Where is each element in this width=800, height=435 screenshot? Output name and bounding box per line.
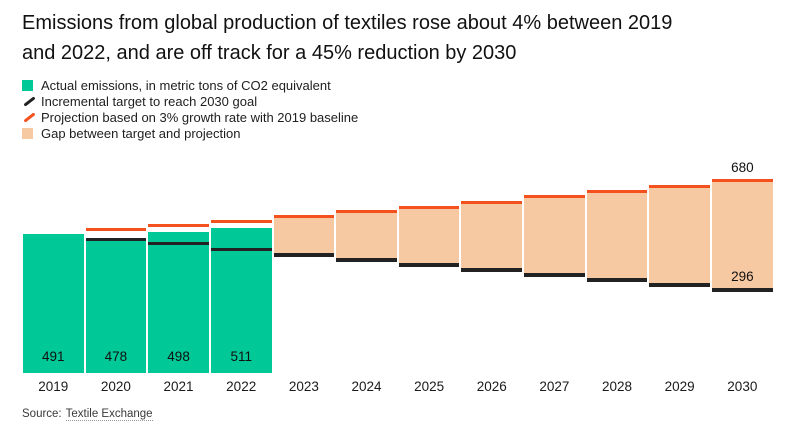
- x-axis-label: 2024: [351, 379, 382, 394]
- actual-emissions-bar: [23, 233, 84, 373]
- legend-item-incremental-target: Incremental target to reach 2030 goal: [22, 93, 358, 109]
- gap-bar: [712, 178, 773, 293]
- target-line: [210, 247, 272, 251]
- x-axis-label: 2029: [664, 379, 695, 394]
- legend-label-projection: Projection based on 3% growth rate with …: [41, 109, 359, 125]
- legend-label-gap: Gap between target and projection: [41, 125, 241, 141]
- gap-bar: [336, 210, 397, 263]
- annotation-label: 296: [731, 269, 754, 285]
- x-axis-label: 2020: [100, 379, 131, 394]
- legend-label-incremental-target: Incremental target to reach 2030 goal: [41, 93, 258, 109]
- legend-item-gap: Gap between target and projection: [22, 125, 358, 141]
- chart-title: Emissions from global production of text…: [22, 8, 792, 68]
- x-axis-label: 2022: [226, 379, 257, 394]
- bar-value-label: 491: [42, 349, 65, 364]
- x-axis-label: 2030: [727, 379, 758, 394]
- projection-line: [85, 228, 147, 232]
- x-axis-label: 2026: [476, 379, 507, 394]
- legend-swatch-wrap: [22, 95, 37, 107]
- bar-value-label: 498: [167, 349, 190, 364]
- bar-value-label: 478: [104, 349, 128, 364]
- gap-bar: [398, 205, 460, 267]
- x-axis-label: 2027: [539, 379, 570, 394]
- actual-emissions-square-icon: [22, 79, 33, 91]
- source-prefix: Source:: [22, 408, 62, 420]
- actual-emissions-bar: [210, 228, 272, 373]
- chart-title-line1: Emissions from global production of text…: [22, 12, 673, 34]
- legend-swatch-wrap: [22, 127, 37, 139]
- gap-bar: [273, 214, 335, 258]
- legend-item-projection: Projection based on 3% growth rate with …: [22, 109, 358, 125]
- gap-bar: [586, 190, 648, 283]
- x-axis-label: 2019: [38, 379, 69, 394]
- chart-title-line2: and 2022, and are off track for a 45% re…: [22, 42, 517, 64]
- gap-bar: [649, 184, 710, 288]
- x-axis-label: 2028: [602, 379, 633, 394]
- projection-line-slash-icon: [23, 111, 36, 123]
- projection-line: [148, 224, 209, 227]
- source-line: Source: Textile Exchange: [22, 408, 153, 421]
- target-line-slash-icon: [23, 95, 36, 107]
- legend: Actual emissions, in metric tons of CO2 …: [22, 77, 358, 141]
- actual-emissions-bar: [148, 232, 209, 373]
- target-line: [85, 237, 147, 241]
- target-line: [148, 242, 209, 246]
- annotation-label: 680: [731, 160, 754, 176]
- actual-emissions-bar: [85, 237, 147, 373]
- legend-item-actual-emissions: Actual emissions, in metric tons of CO2 …: [22, 77, 358, 93]
- gap-bar: [524, 195, 585, 278]
- x-axis-label: 2021: [163, 379, 194, 394]
- legend-swatch-wrap: [22, 79, 37, 91]
- gap-bar: [461, 200, 523, 273]
- source-link[interactable]: Textile Exchange: [65, 408, 153, 421]
- gap-square-icon: [22, 127, 33, 139]
- legend-swatch-wrap: [22, 111, 37, 123]
- plot-area: 2019 491 2020 478 2021 498 2022 511 2023 2024 2025…: [22, 150, 778, 405]
- legend-label-actual-emissions: Actual emissions, in metric tons of CO2 …: [41, 77, 331, 93]
- bar-value-label: 511: [230, 349, 252, 364]
- x-axis-label: 2025: [414, 379, 445, 394]
- x-axis-label: 2023: [288, 379, 319, 394]
- projection-line: [210, 219, 272, 223]
